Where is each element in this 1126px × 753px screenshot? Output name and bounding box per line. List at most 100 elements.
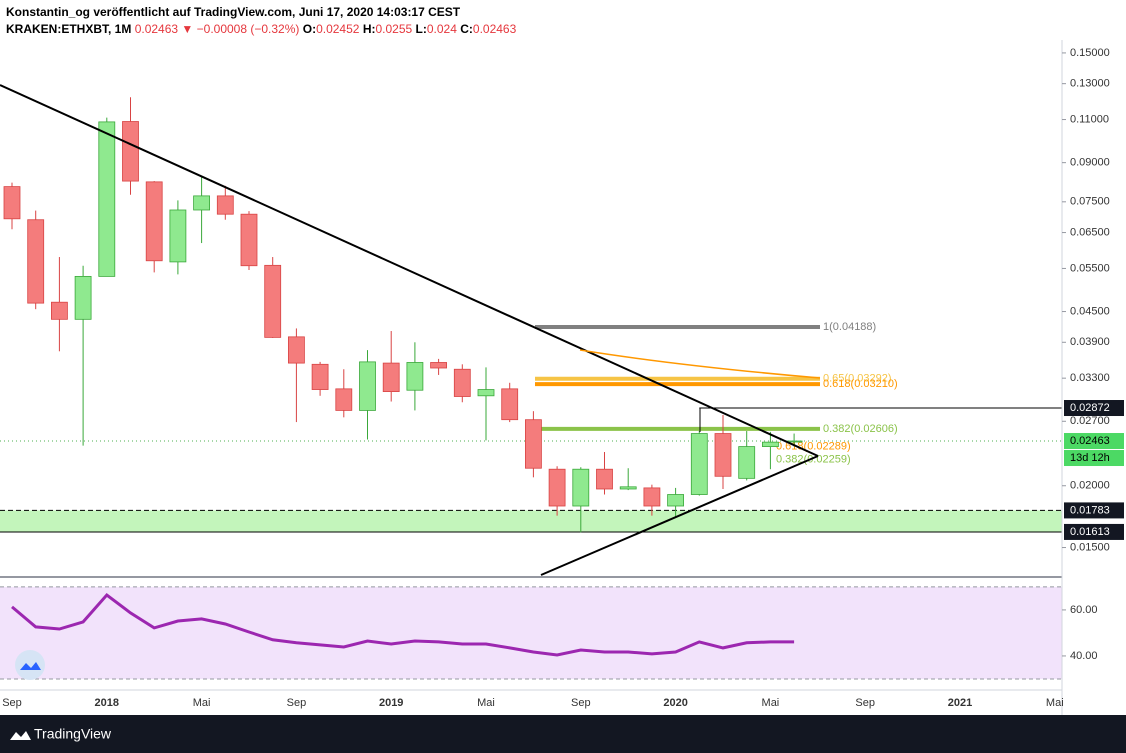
ohlc-value: 0.0255 (375, 22, 412, 36)
candle-body (596, 468, 613, 490)
candle-body (98, 121, 116, 277)
rsi-tick-label: 60.00 (1070, 604, 1098, 616)
symbol-legend: KRAKEN:ETHXBT, 1M 0.02463 ▼ −0.00008 (−0… (6, 22, 517, 36)
support-zone (0, 510, 1062, 532)
ohlc-label: L: (416, 22, 427, 36)
candle-body (27, 219, 45, 304)
y-tick-label: 0.09000 (1070, 157, 1110, 169)
candle-body (216, 195, 234, 215)
trendline-down (0, 84, 819, 457)
fib-label: 0.382(0.02606) (823, 423, 898, 435)
y-tick-label: 0.02000 (1070, 480, 1110, 492)
countdown: 13d 12h (1070, 452, 1110, 464)
y-tick-label: 0.01500 (1070, 541, 1110, 553)
candle-body (619, 486, 637, 490)
candle-body (74, 275, 92, 320)
candle-body (714, 433, 732, 477)
fib-label: 0.382(0.02259) (776, 453, 851, 465)
candle-body (193, 195, 211, 211)
footer (0, 715, 1126, 753)
last-price: 0.02463 (135, 22, 179, 36)
x-tick-label: Sep (2, 697, 22, 709)
fib-layer: 1(0.04188) 0.65(0.03292)0.618(0.03210) 0.3… (535, 321, 898, 465)
candle-body (51, 301, 68, 320)
x-tick-label: Mai (477, 697, 495, 709)
x-tick-label: 2019 (379, 697, 403, 709)
candle-body (287, 336, 305, 364)
candle-body (548, 468, 566, 507)
candle-body (477, 389, 495, 397)
candle-body (3, 186, 21, 220)
x-tick-label: Mai (762, 697, 780, 709)
axis-layer: 0.15000 0.13000 0.11000 0.09000 0.07500 0.065… (2, 47, 1124, 709)
y-tick-label: 0.15000 (1070, 47, 1110, 59)
price-label: 0.02872 (1070, 402, 1110, 414)
symbol: KRAKEN:ETHXBT, 1M (6, 22, 131, 36)
candle-body (169, 209, 187, 263)
candle-body (667, 494, 684, 507)
x-tick-label: 2021 (948, 697, 972, 709)
price-label-box (1064, 523, 1124, 540)
price-label-box (1064, 502, 1124, 519)
trendline-up (540, 455, 819, 576)
candle-body (643, 487, 661, 507)
x-tick-label: 2018 (95, 697, 119, 709)
trendlines (0, 84, 821, 576)
price-label: 0.01783 (1070, 504, 1110, 516)
footer-logo (10, 731, 31, 740)
candle-body (122, 121, 139, 182)
candle-layer (3, 97, 803, 533)
y-tick-label: 0.06500 (1070, 226, 1110, 238)
footer-brand[interactable]: TradingView (34, 726, 112, 742)
countdown-box (1064, 450, 1124, 467)
candle-body (762, 441, 779, 447)
rsi-band (0, 586, 1062, 679)
price-label-box (1064, 400, 1124, 417)
candle-body (145, 181, 163, 262)
last-price-box (1064, 433, 1124, 450)
x-tick-label: Mai (193, 697, 211, 709)
candle-body (525, 419, 542, 469)
x-tick-label: 2020 (663, 697, 687, 709)
change: ▼ −0.00008 (−0.32%) (181, 22, 299, 36)
candle-body (264, 264, 282, 338)
ohlc-label: O: (303, 22, 316, 36)
zone-layer (0, 407, 1062, 533)
fib-label: 0.618(0.03210) (823, 378, 898, 390)
candle-body (501, 388, 519, 421)
x-tick-label: Sep (571, 697, 591, 709)
candle-body (382, 362, 400, 393)
publisher: Konstantin_og veröffentlicht auf Trading… (6, 5, 461, 19)
rsi-layer (0, 586, 1062, 680)
logo-badge-icon (20, 662, 41, 670)
rsi-tick-label: 40.00 (1070, 650, 1098, 662)
y-tick-label: 0.11000 (1070, 113, 1109, 125)
y-tick-label: 0.02700 (1070, 415, 1110, 427)
candle-body (430, 362, 448, 369)
ohlc-label: H: (363, 22, 376, 36)
candle-body (359, 361, 376, 411)
x-tick-label: Sep (855, 697, 875, 709)
fib-label: 0.65(0.03292) (823, 373, 892, 385)
y-tick-label: 0.07500 (1070, 196, 1110, 208)
candle-body (572, 468, 590, 507)
candle-body (690, 433, 708, 495)
last-price-label: 0.02463 (1070, 435, 1110, 447)
fib-label: 1(0.04188) (823, 321, 876, 333)
candle-body (311, 363, 329, 390)
x-tick-label: Mai (1046, 697, 1064, 709)
ohlc-value: 0.02463 (473, 22, 517, 36)
fib-label: 0.618(0.02289) (776, 441, 851, 453)
candle-body (240, 213, 258, 267)
logo-badge (15, 650, 45, 680)
moving-average (579, 349, 821, 379)
candle-body (335, 388, 353, 411)
ohlc-value: 0.02452 (316, 22, 360, 36)
candle-body (738, 446, 756, 479)
y-tick-label: 0.04500 (1070, 305, 1110, 317)
candle-body (406, 362, 424, 391)
rsi-line (11, 592, 795, 657)
x-tick-label: Sep (287, 697, 307, 709)
candle-body (453, 368, 471, 397)
